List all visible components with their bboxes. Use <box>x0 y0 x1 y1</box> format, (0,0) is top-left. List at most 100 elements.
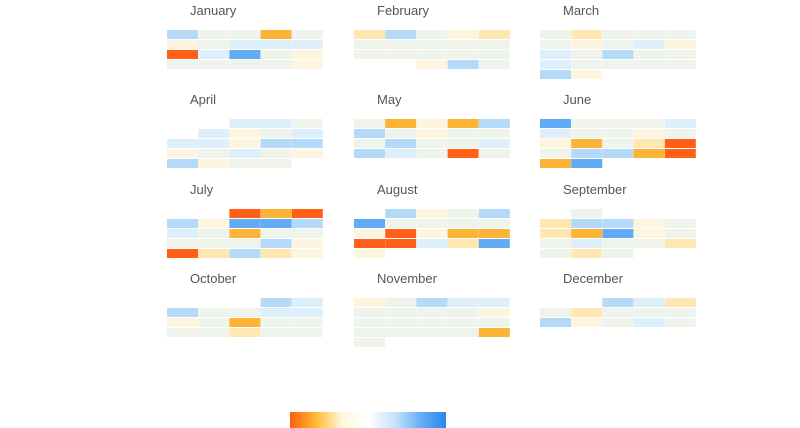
day-cell <box>540 308 571 317</box>
day-cell <box>664 129 696 138</box>
day-cell <box>198 60 230 69</box>
day-cell <box>571 219 603 228</box>
day-cell <box>478 119 510 128</box>
month-title-february: February <box>377 3 430 18</box>
day-cell <box>385 149 417 158</box>
day-cell <box>291 50 323 59</box>
day-cell <box>540 50 571 59</box>
day-cell <box>198 129 230 138</box>
day-cell <box>478 229 510 238</box>
day-cell <box>385 239 417 248</box>
day-cell <box>540 229 571 238</box>
month-title-november: November <box>377 271 438 286</box>
day-cell <box>229 40 261 49</box>
day-cell <box>416 139 448 148</box>
day-cell <box>291 328 323 337</box>
month-title-august: August <box>377 182 418 197</box>
day-cell <box>260 298 292 307</box>
day-cell <box>385 298 417 307</box>
day-cell <box>385 119 417 128</box>
day-cell <box>229 308 261 317</box>
day-cell <box>478 129 510 138</box>
day-cell <box>540 249 571 258</box>
day-cell <box>571 30 603 39</box>
day-cell <box>167 229 198 238</box>
day-cell <box>354 50 385 59</box>
day-cell <box>385 40 417 49</box>
month-block-october: October <box>167 271 323 337</box>
day-cell <box>229 328 261 337</box>
day-cell <box>664 239 696 248</box>
day-cell <box>354 149 385 158</box>
day-cell <box>198 50 230 59</box>
day-cell <box>385 318 417 327</box>
day-cell <box>198 249 230 258</box>
day-cell <box>229 119 261 128</box>
day-cell <box>602 139 634 148</box>
month-title-january: January <box>190 3 237 18</box>
day-cell <box>571 119 603 128</box>
day-cell <box>416 209 448 218</box>
month-title-june: June <box>563 92 591 107</box>
day-cell <box>260 209 292 218</box>
day-cell <box>260 219 292 228</box>
day-cell <box>260 229 292 238</box>
day-cell <box>291 119 323 128</box>
day-cell <box>198 328 230 337</box>
day-cell <box>385 129 417 138</box>
day-cell <box>385 30 417 39</box>
day-cell <box>633 60 665 69</box>
month-title-december: December <box>563 271 624 286</box>
day-cell <box>291 249 323 258</box>
day-cell <box>260 249 292 258</box>
day-cell <box>540 239 571 248</box>
month-block-june: June <box>540 92 696 168</box>
day-cell <box>478 298 510 307</box>
day-cell <box>198 149 230 158</box>
day-cell <box>198 239 230 248</box>
month-title-july: July <box>190 182 214 197</box>
day-cell <box>291 318 323 327</box>
month-block-january: January <box>167 3 323 69</box>
day-cell <box>540 318 571 327</box>
day-cell <box>664 229 696 238</box>
day-cell <box>167 249 198 258</box>
month-block-november: November <box>354 271 510 347</box>
day-cell <box>167 239 198 248</box>
day-cell <box>540 40 571 49</box>
day-cell <box>198 40 230 49</box>
day-cell <box>571 40 603 49</box>
day-cell <box>571 209 603 218</box>
day-cell <box>633 149 665 158</box>
day-cell <box>229 229 261 238</box>
day-cell <box>416 30 448 39</box>
day-cell <box>602 239 634 248</box>
day-cell <box>416 328 448 337</box>
month-block-february: February <box>354 3 510 69</box>
day-cell <box>416 308 448 317</box>
day-cell <box>447 129 479 138</box>
day-cell <box>633 318 665 327</box>
day-cell <box>602 229 634 238</box>
day-cell <box>291 30 323 39</box>
day-cell <box>416 50 448 59</box>
day-cell <box>167 30 198 39</box>
day-cell <box>260 139 292 148</box>
day-cell <box>167 40 198 49</box>
day-cell <box>602 60 634 69</box>
day-cell <box>354 139 385 148</box>
day-cell <box>447 328 479 337</box>
day-cell <box>354 298 385 307</box>
day-cell <box>633 298 665 307</box>
day-cell <box>354 129 385 138</box>
month-title-september: September <box>563 182 627 197</box>
day-cell <box>198 30 230 39</box>
day-cell <box>198 308 230 317</box>
day-cell <box>291 229 323 238</box>
day-cell <box>447 239 479 248</box>
month-block-may: May <box>354 92 510 158</box>
day-cell <box>354 249 385 258</box>
day-cell <box>540 129 571 138</box>
day-cell <box>385 328 417 337</box>
